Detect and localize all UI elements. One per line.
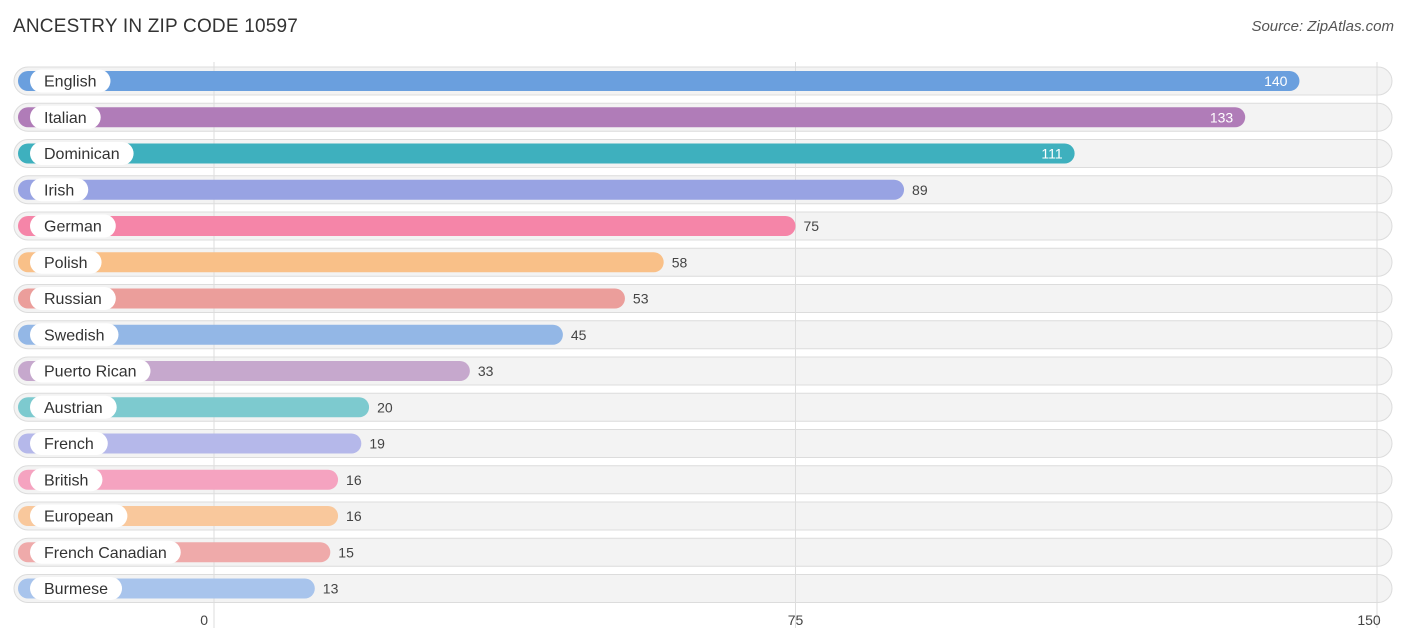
value-label: 75: [804, 218, 820, 234]
row-background: [13, 537, 1393, 567]
category-pill: [30, 504, 128, 528]
bar: [18, 71, 1300, 91]
category-pill: [30, 395, 117, 419]
value-label: 140: [1264, 73, 1288, 89]
bar: [18, 324, 563, 345]
x-tick-label: 0: [200, 612, 208, 628]
row-background: [13, 429, 1393, 458]
bar: [18, 179, 905, 200]
category-pill: [30, 250, 102, 274]
category-label: European: [44, 509, 113, 526]
value-label: 111: [1041, 146, 1062, 162]
bar: [18, 143, 1075, 164]
bar: [18, 107, 1246, 128]
category-pill: [30, 142, 134, 165]
category-label: Puerto Rican: [44, 364, 137, 381]
category-label: English: [44, 74, 96, 91]
row-background: [13, 574, 1393, 603]
value-label: 16: [346, 508, 362, 524]
category-label: Austrian: [44, 400, 103, 417]
bar: [18, 252, 664, 273]
chart-title: ANCESTRY IN ZIP CODE 10597: [13, 16, 299, 37]
value-label: 15: [338, 544, 354, 560]
category-pill: [30, 359, 151, 383]
category-label: Dominican: [44, 146, 120, 163]
x-tick-label: 75: [788, 612, 804, 628]
category-pill: [30, 468, 103, 492]
category-pill: [30, 577, 123, 600]
value-label: 20: [377, 399, 393, 415]
category-label: French Canadian: [44, 545, 167, 562]
row-background: [13, 465, 1393, 495]
category-label: Irish: [44, 182, 74, 199]
category-label: British: [44, 472, 88, 489]
value-label: 33: [478, 363, 494, 379]
category-pill: [30, 105, 101, 129]
row-background: [13, 501, 1393, 531]
x-tick-label: 150: [1357, 612, 1381, 628]
bar: [18, 288, 625, 309]
category-pill: [30, 178, 89, 202]
category-label: Polish: [44, 255, 88, 272]
category-pill: [30, 432, 108, 455]
category-pill: [30, 323, 119, 347]
bar: [18, 216, 796, 236]
category-pill: [30, 69, 111, 93]
category-pill: [30, 540, 181, 564]
value-label: 89: [912, 182, 928, 198]
category-label: Burmese: [44, 581, 108, 598]
category-pill: [30, 214, 116, 238]
category-label: Italian: [44, 110, 87, 127]
category-label: Swedish: [44, 327, 104, 344]
category-pill: [30, 287, 116, 310]
value-label: 19: [369, 436, 385, 452]
category-label: German: [44, 219, 102, 236]
source-attribution: Source: ZipAtlas.com: [1251, 18, 1394, 35]
value-label: 45: [571, 327, 587, 343]
value-label: 58: [672, 254, 688, 270]
value-label: 13: [323, 581, 339, 597]
category-label: Russian: [44, 291, 102, 308]
value-label: 53: [633, 291, 649, 307]
category-label: French: [44, 436, 94, 453]
value-label: 16: [346, 472, 362, 488]
value-label: 133: [1210, 109, 1234, 125]
